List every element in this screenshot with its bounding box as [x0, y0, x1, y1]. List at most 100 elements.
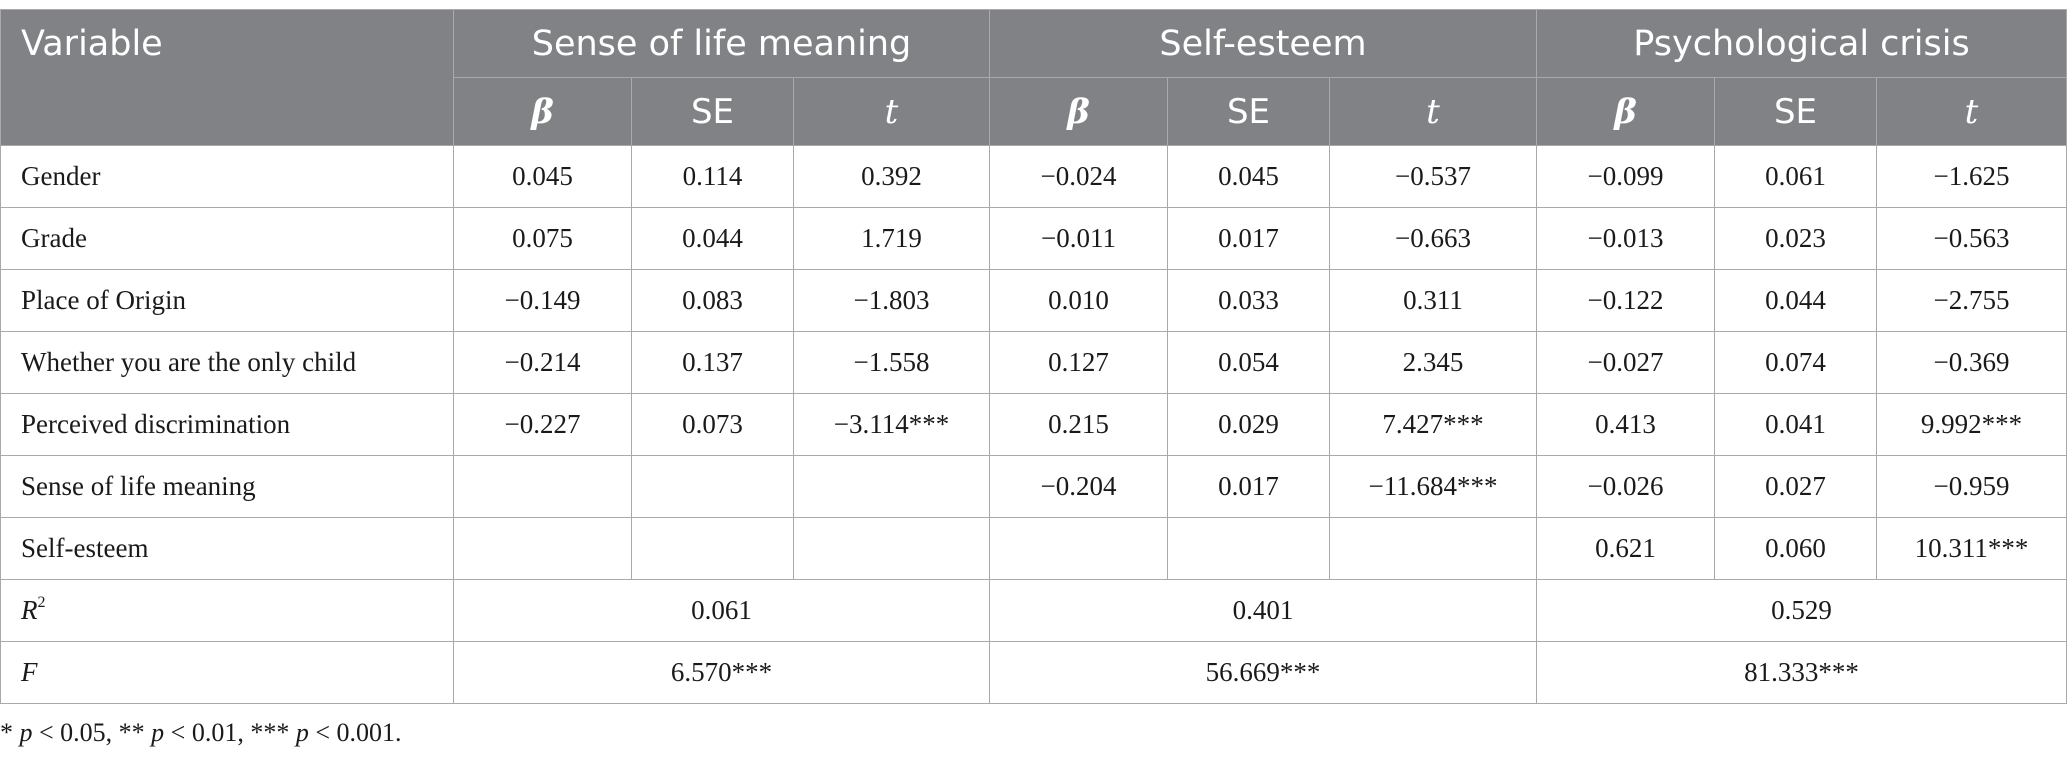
f-self-esteem: 56.669*** — [989, 641, 1538, 704]
row-label: Whether you are the only child — [0, 331, 454, 394]
table-cell: −0.013 — [1536, 207, 1716, 270]
f-psych-crisis: 81.333*** — [1536, 641, 2067, 704]
table-cell: 0.054 — [1167, 331, 1331, 394]
table-cell: 0.621 — [1536, 517, 1716, 580]
table-cell — [631, 455, 794, 518]
summary-row-r2: R2 0.061 0.401 0.529 — [0, 579, 2067, 642]
table-cell: 0.413 — [1536, 393, 1716, 456]
table-row: Whether you are the only child −0.214 0.13… — [0, 331, 2067, 394]
row-label: Sense of life meaning — [0, 455, 454, 518]
table-cell — [989, 517, 1169, 580]
table-cell: 0.074 — [1714, 331, 1878, 394]
table-cell: −0.663 — [1329, 207, 1538, 270]
header-se: SE — [1167, 77, 1331, 146]
table-header: Variable Sense of life meaning Self-este… — [0, 9, 2067, 146]
row-label: Self-esteem — [0, 517, 454, 580]
regression-table: Variable Sense of life meaning Self-este… — [0, 9, 2067, 704]
table-cell: 0.027 — [1714, 455, 1878, 518]
regression-table-container: Variable Sense of life meaning Self-este… — [0, 9, 2067, 704]
header-se: SE — [631, 77, 794, 146]
table-cell: −0.369 — [1876, 331, 2067, 394]
header-beta: β — [1536, 77, 1716, 146]
table-cell: 0.083 — [631, 269, 794, 332]
table-cell: 0.017 — [1167, 207, 1331, 270]
table-cell: 1.719 — [792, 207, 991, 270]
table-cell: −0.227 — [453, 393, 632, 456]
table-cell: 0.392 — [792, 145, 991, 208]
header-variable: Variable — [0, 9, 454, 146]
r2-self-esteem: 0.401 — [989, 579, 1538, 642]
table-cell — [631, 517, 794, 580]
header-beta: β — [453, 77, 632, 146]
table-cell: 0.017 — [1167, 455, 1331, 518]
row-label: Perceived discrimination — [0, 393, 454, 456]
table-cell: 0.061 — [1714, 145, 1878, 208]
table-cell: 0.127 — [989, 331, 1169, 394]
table-cell: 0.311 — [1329, 269, 1538, 332]
table-cell: −1.625 — [1876, 145, 2067, 208]
table-cell: −0.122 — [1536, 269, 1716, 332]
table-cell: −0.149 — [453, 269, 632, 332]
table-cell: 0.045 — [453, 145, 632, 208]
table-cell — [792, 455, 991, 518]
table-cell — [1329, 517, 1538, 580]
significance-note: * p < 0.05, ** p < 0.01, *** p < 0.001. — [0, 718, 402, 747]
header-se: SE — [1714, 77, 1878, 146]
table-cell: −0.204 — [989, 455, 1169, 518]
table-cell: −1.558 — [792, 331, 991, 394]
table-cell: 0.044 — [1714, 269, 1878, 332]
table-body: Gender 0.045 0.114 0.392 −0.024 0.045 −0.537 −0… — [0, 145, 2067, 704]
table-cell: −2.755 — [1876, 269, 2067, 332]
table-cell: −3.114*** — [792, 393, 991, 456]
table-cell: 10.311*** — [1876, 517, 2067, 580]
table-cell: 9.992*** — [1876, 393, 2067, 456]
table-row: Place of Origin −0.149 0.083 −1.803 0.010 0.0… — [0, 269, 2067, 332]
header-row-stats: β SE t β SE t β SE t — [1, 77, 2067, 146]
table-row: Self-esteem 0.621 0.060 10.311*** — [0, 517, 2067, 580]
table-cell: 0.041 — [1714, 393, 1878, 456]
table-cell: −0.959 — [1876, 455, 2067, 518]
row-label: Place of Origin — [0, 269, 454, 332]
row-label: Grade — [0, 207, 454, 270]
table-cell: 0.023 — [1714, 207, 1878, 270]
header-group-life-meaning: Sense of life meaning — [452, 9, 991, 78]
table-cell: 2.345 — [1329, 331, 1538, 394]
row-label-f: F — [0, 641, 454, 704]
table-cell: 0.075 — [453, 207, 632, 270]
table-cell: 0.060 — [1714, 517, 1878, 580]
header-t: t — [1329, 77, 1538, 146]
summary-row-f: F 6.570*** 56.669*** 81.333*** — [0, 641, 2067, 704]
f-life-meaning: 6.570*** — [452, 641, 991, 704]
table-cell — [1167, 517, 1331, 580]
table-cell — [453, 455, 632, 518]
table-row: Sense of life meaning −0.204 0.017 −11.684*… — [0, 455, 2067, 518]
table-cell: 0.073 — [631, 393, 794, 456]
header-beta: β — [989, 77, 1169, 146]
r2-psych-crisis: 0.529 — [1536, 579, 2067, 642]
table-row: Grade 0.075 0.044 1.719 −0.011 0.017 −0.663 −0.… — [0, 207, 2067, 270]
table-cell: 0.010 — [989, 269, 1169, 332]
table-row: Gender 0.045 0.114 0.392 −0.024 0.045 −0.537 −0… — [0, 145, 2067, 208]
table-row: Perceived discrimination −0.227 0.073 −3.11… — [0, 393, 2067, 456]
header-t: t — [792, 77, 991, 146]
table-cell: 7.427*** — [1329, 393, 1538, 456]
table-cell: 0.114 — [631, 145, 794, 208]
table-cell: −11.684*** — [1329, 455, 1538, 518]
table-cell: 0.033 — [1167, 269, 1331, 332]
table-cell: 0.137 — [631, 331, 794, 394]
table-cell: −0.214 — [453, 331, 632, 394]
table-cell: −0.563 — [1876, 207, 2067, 270]
table-cell: −0.011 — [989, 207, 1169, 270]
table-cell: −1.803 — [792, 269, 991, 332]
row-label-r2: R2 — [0, 579, 454, 642]
table-cell — [453, 517, 632, 580]
table-cell — [792, 517, 991, 580]
r2-life-meaning: 0.061 — [452, 579, 991, 642]
header-group-self-esteem: Self-esteem — [989, 9, 1538, 78]
table-cell: 0.045 — [1167, 145, 1331, 208]
table-cell: 0.044 — [631, 207, 794, 270]
header-row-groups: Variable Sense of life meaning Self-este… — [0, 9, 2067, 146]
table-cell: −0.027 — [1536, 331, 1716, 394]
table-cell: 0.029 — [1167, 393, 1331, 456]
table-cell: −0.099 — [1536, 145, 1716, 208]
